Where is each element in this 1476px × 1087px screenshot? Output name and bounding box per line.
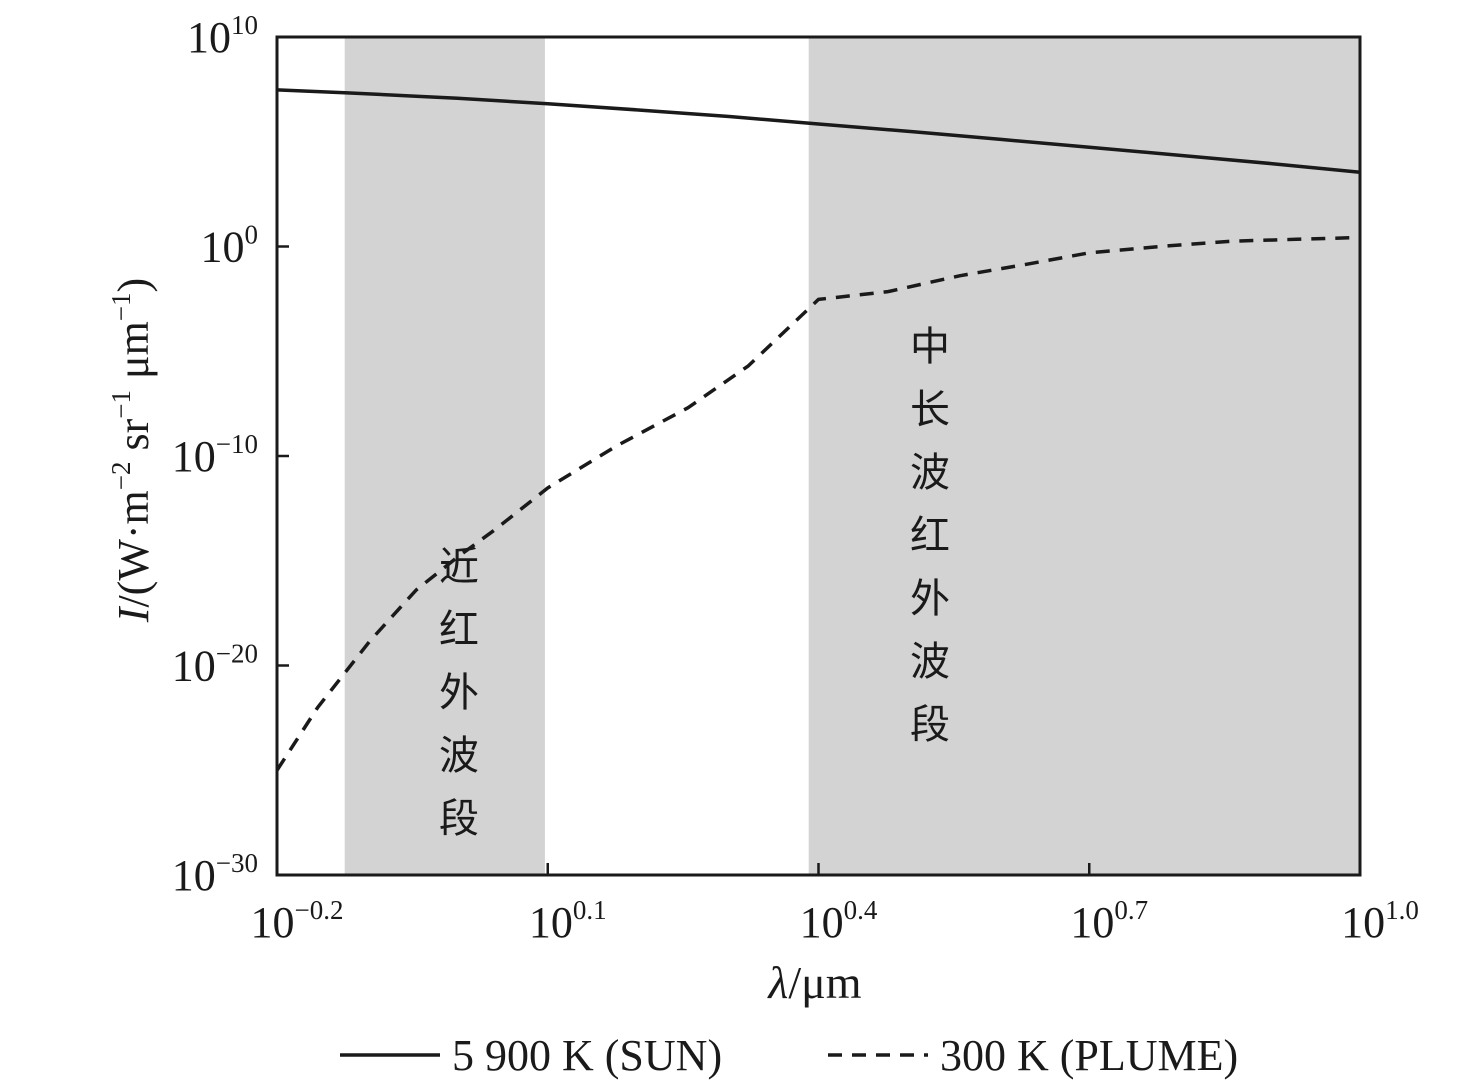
band-label-0-char-0: 近: [439, 544, 479, 590]
band-1: [808, 37, 1360, 875]
band-label-0-char-4: 段: [439, 796, 479, 842]
x-axis-label: λ/μm: [766, 957, 861, 1008]
y-tick-label-1: 100: [201, 220, 259, 272]
band-label-1-char-6: 段: [910, 702, 950, 748]
y-tick-label-3: 10−20: [172, 639, 258, 691]
ticks-layer: [275, 35, 1362, 877]
band-label-1-char-4: 外: [910, 576, 950, 622]
x-tick-label-4: 101.0: [1341, 895, 1419, 947]
y-axis-label: I/(W·m−2 sr−1 μm−1): [106, 278, 158, 623]
y-tick-label-4: 10−30: [172, 848, 258, 900]
band-label-0-char-1: 红: [439, 607, 479, 653]
band-label-1-char-5: 波: [910, 639, 950, 685]
labels-layer: 10−0.2 100.1 100.4 100.7 101.0 1010 100 10−10 10…: [106, 10, 1419, 1080]
x-tick-label-2: 100.4: [800, 895, 878, 947]
y-tick-label-2: 10−10: [172, 429, 258, 481]
x-tick-label-1: 100.1: [529, 895, 607, 947]
bands-layer: [344, 37, 1360, 875]
legend: 5 900 K (SUN) 300 K (PLUME): [340, 1031, 1238, 1080]
series-line-1: [275, 235, 1361, 772]
band-label-0-char-3: 波: [439, 733, 479, 779]
y-tick-label-0: 1010: [187, 10, 258, 62]
x-tick-label-3: 100.7: [1070, 895, 1148, 947]
band-label-1-char-0: 中: [910, 324, 950, 370]
band-label-1-char-2: 波: [910, 450, 950, 496]
band-label-0-char-2: 外: [439, 670, 479, 716]
legend-label-0: 5 900 K (SUN): [452, 1031, 722, 1080]
series-line-0: [276, 88, 1361, 175]
legend-label-1: 300 K (PLUME): [940, 1031, 1238, 1080]
x-tick-label-0: 10−0.2: [251, 895, 344, 947]
band-label-1-char-1: 长: [910, 387, 950, 433]
series-layer: [275, 88, 1361, 772]
band-label-1-char-3: 红: [910, 513, 950, 559]
band-0: [344, 37, 545, 875]
